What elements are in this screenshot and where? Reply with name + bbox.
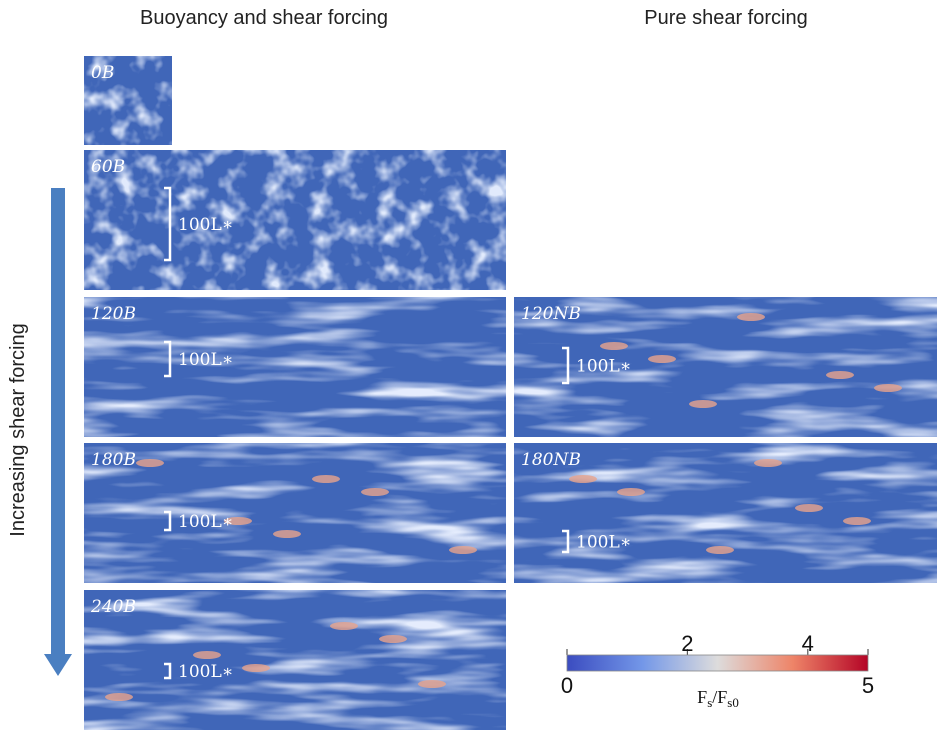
label-part: s0: [727, 695, 739, 710]
panel-label: 240B: [90, 597, 136, 617]
colorbar-label: Fs/Fs0: [697, 687, 739, 710]
colorbar: Fs/Fs0 0 2 4 5: [561, 631, 874, 710]
hot-spot: [312, 475, 340, 483]
panel-label: 120B: [91, 304, 136, 324]
hot-spot: [826, 371, 854, 379]
column-header: Buoyancy and shear forcing: [140, 7, 388, 29]
scale-bar-label: 100L∗: [576, 357, 631, 377]
scale-bar-label: 100L∗: [576, 533, 631, 553]
panels: 0B60B100L∗120B100L∗120NB100L∗180B100L∗18…: [84, 56, 937, 730]
hot-spot: [242, 664, 270, 672]
hot-spot: [418, 680, 446, 688]
panel: 180B 100L∗: [84, 443, 506, 583]
label-part: /F: [712, 687, 727, 707]
arrow-head: [44, 654, 72, 676]
hot-spot: [330, 622, 358, 630]
scale-bar-label: 100L∗: [178, 215, 233, 235]
panel: 60B 100L∗: [84, 150, 506, 290]
hot-spot: [136, 459, 164, 467]
panel: 120B 100L∗: [84, 297, 506, 437]
colorbar-tick-label: 2: [681, 631, 693, 656]
column-header: Pure shear forcing: [644, 7, 807, 29]
hot-spot: [105, 693, 133, 701]
label-part: F: [697, 687, 707, 707]
hot-spot: [361, 488, 389, 496]
hot-spot: [874, 384, 902, 392]
figure: Buoyancy and shear forcing Pure shear fo…: [0, 0, 941, 731]
scale-bar-label: 100L∗: [178, 662, 233, 682]
panel-label: 120NB: [521, 304, 581, 324]
hot-spot: [648, 355, 676, 363]
panel-label: 180NB: [521, 450, 581, 470]
panel: 180NB 100L∗: [514, 443, 937, 583]
hot-spot: [600, 342, 628, 350]
hot-spot: [273, 530, 301, 538]
hot-spot: [193, 651, 221, 659]
panel-label: 180B: [91, 450, 136, 470]
hot-spot: [379, 635, 407, 643]
colorbar-tick-label: 4: [802, 631, 814, 656]
hot-spot: [569, 475, 597, 483]
hot-spot: [689, 400, 717, 408]
arrow-shaft: [51, 188, 65, 656]
colorbar-gradient: [567, 655, 868, 671]
scale-bar-label: 100L∗: [178, 350, 233, 370]
panel: 0B: [84, 56, 172, 145]
hot-spot: [449, 546, 477, 554]
panel-label: 0B: [91, 63, 114, 83]
panel-texture: [84, 150, 506, 290]
side-label: Increasing shear forcing: [7, 323, 29, 536]
hot-spot: [617, 488, 645, 496]
hot-spot: [843, 517, 871, 525]
panel-texture: [84, 297, 506, 437]
hot-spot: [795, 504, 823, 512]
panel: 240B 100L∗: [84, 590, 506, 730]
scale-bar-label: 100L∗: [178, 512, 233, 532]
panel-texture: [84, 590, 506, 730]
panel: 120NB 100L∗: [514, 297, 937, 437]
panel-label: 60B: [91, 157, 125, 177]
colorbar-tick-label: 5: [862, 673, 874, 698]
hot-spot: [737, 313, 765, 321]
hot-spot: [754, 459, 782, 467]
colorbar-tick-label: 0: [561, 673, 573, 698]
hot-spot: [706, 546, 734, 554]
